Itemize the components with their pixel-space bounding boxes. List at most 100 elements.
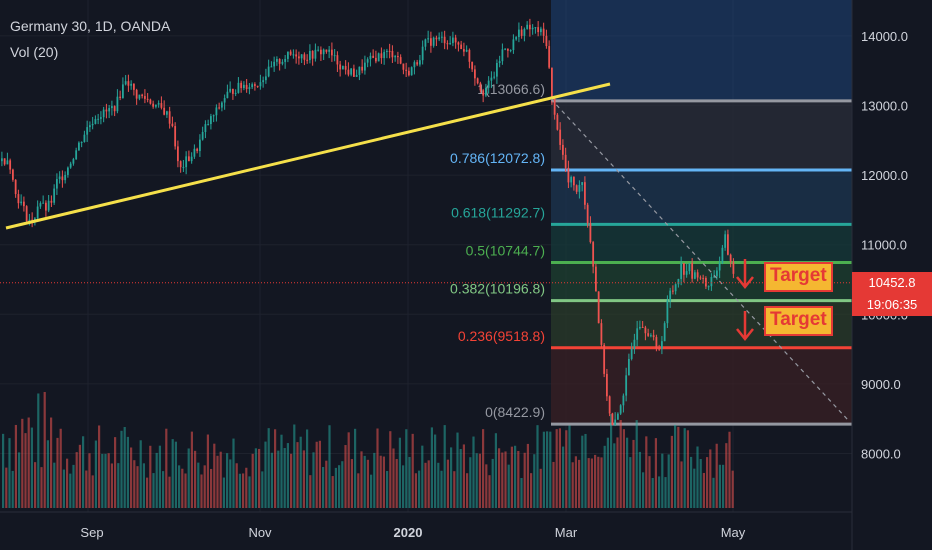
candle-body xyxy=(311,50,314,59)
volume-bar xyxy=(14,424,17,508)
candle-body xyxy=(119,96,122,98)
candle-body xyxy=(677,279,680,285)
volume-bar xyxy=(552,461,555,508)
time-axis-label: May xyxy=(721,525,746,540)
volume-bar xyxy=(120,430,123,508)
candle-body xyxy=(388,50,391,52)
volume-bar xyxy=(530,473,533,508)
candle-body xyxy=(663,323,666,342)
volume-bar xyxy=(712,477,715,508)
candle-body xyxy=(702,277,705,279)
candle-body xyxy=(355,74,358,77)
candle-body xyxy=(135,89,138,99)
volume-bar xyxy=(443,425,446,508)
volume-bar xyxy=(286,443,289,508)
volume-bar xyxy=(219,451,222,508)
candle-body xyxy=(487,80,490,88)
candle-body xyxy=(520,29,523,36)
candle-body xyxy=(56,179,58,189)
candle-body xyxy=(160,103,163,108)
candle-body xyxy=(443,36,446,44)
volume-bar xyxy=(184,473,187,508)
volume-bar xyxy=(277,450,280,508)
candle-body xyxy=(515,37,518,40)
volume-bar xyxy=(651,477,654,508)
candle-body xyxy=(97,118,100,120)
volume-bar xyxy=(325,460,328,508)
volume-bar xyxy=(194,450,197,508)
candle-body xyxy=(199,139,201,152)
candle-body xyxy=(61,176,64,181)
volume-bar xyxy=(565,430,568,508)
candle-body xyxy=(58,176,61,180)
candle-body xyxy=(229,88,232,92)
volume-bar xyxy=(485,464,488,508)
volume-bar xyxy=(149,445,152,508)
candle-body xyxy=(595,266,597,292)
candle-body xyxy=(465,49,468,52)
volume-bar xyxy=(635,420,638,508)
volume-bar xyxy=(587,458,590,508)
volume-bar xyxy=(491,458,494,508)
volume-bar xyxy=(699,459,702,508)
volume-bar xyxy=(597,456,600,508)
candle-body xyxy=(240,82,243,89)
candle-body xyxy=(542,28,545,36)
candle-body xyxy=(155,104,157,107)
volume-bar xyxy=(165,428,168,508)
volume-bar xyxy=(155,452,158,508)
candle-body xyxy=(474,69,476,79)
candle-body xyxy=(611,413,614,425)
candle-body xyxy=(127,81,130,86)
volume-bar xyxy=(520,477,523,508)
volume-bar xyxy=(683,428,686,508)
candle-body xyxy=(353,68,355,77)
volume-bar xyxy=(392,448,395,508)
candle-body xyxy=(67,167,69,175)
candle-body xyxy=(300,54,303,59)
volume-bar xyxy=(386,471,389,508)
candle-body xyxy=(36,206,39,219)
candle-body xyxy=(482,90,485,96)
volume-bar xyxy=(306,429,309,508)
volume-bar xyxy=(216,455,219,508)
candle-body xyxy=(163,107,166,115)
volume-bar xyxy=(469,457,472,508)
candle-body xyxy=(435,37,438,40)
candle-body xyxy=(278,58,281,64)
candle-body xyxy=(262,80,265,83)
candle-body xyxy=(201,131,204,140)
target-arrows xyxy=(736,259,754,342)
volume-bar xyxy=(75,452,78,508)
candle-body xyxy=(655,337,658,349)
candle-body xyxy=(391,50,394,58)
candle-body xyxy=(188,156,190,162)
candle-body xyxy=(322,49,325,55)
volume-bar xyxy=(213,443,216,508)
volume-bar xyxy=(107,453,110,508)
volume-bar xyxy=(414,473,417,508)
volume-bar xyxy=(363,455,366,508)
candle-body xyxy=(639,326,641,329)
fib-level-label: 0.5(10744.7) xyxy=(466,242,545,258)
volume-bar xyxy=(450,447,453,508)
candle-body xyxy=(108,108,111,112)
volume-bar xyxy=(434,434,437,508)
volume-bar xyxy=(328,425,331,508)
fib-level-label: 1(13066.6) xyxy=(477,81,545,97)
fib-zone xyxy=(551,100,852,171)
candle-body xyxy=(652,335,655,338)
volume-bar xyxy=(702,472,705,508)
volume-bar xyxy=(334,467,337,508)
volume-bar xyxy=(162,471,165,508)
candle-body xyxy=(680,263,683,280)
candle-body xyxy=(89,125,91,128)
candle-body xyxy=(215,107,218,116)
volume-bar xyxy=(536,425,539,508)
volume-bar xyxy=(146,477,149,508)
volume-bar xyxy=(2,433,5,508)
volume-bar xyxy=(354,428,357,508)
time-axis-label: Sep xyxy=(80,525,103,540)
candle-body xyxy=(366,59,369,63)
